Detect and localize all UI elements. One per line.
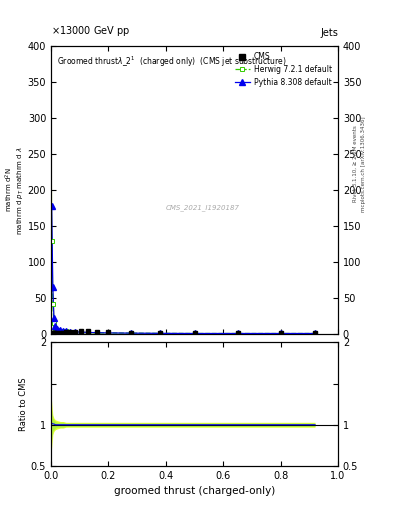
Text: $\times$13000 GeV pp: $\times$13000 GeV pp xyxy=(51,25,130,38)
Y-axis label: Ratio to CMS: Ratio to CMS xyxy=(19,377,28,431)
Text: Groomed thrust$\lambda\_2^1$  (charged only)  (CMS jet substructure): Groomed thrust$\lambda\_2^1$ (charged on… xyxy=(57,55,287,69)
Text: CMS_2021_I1920187: CMS_2021_I1920187 xyxy=(166,204,240,211)
Legend: CMS, Herwig 7.2.1 default, Pythia 8.308 default: CMS, Herwig 7.2.1 default, Pythia 8.308 … xyxy=(232,50,334,89)
Text: mcplots.cern.ch [arXiv:1306.3436]: mcplots.cern.ch [arXiv:1306.3436] xyxy=(361,116,366,211)
Text: Rivet 3.1.10, ≥ 2.2M events: Rivet 3.1.10, ≥ 2.2M events xyxy=(353,125,358,202)
Text: Jets: Jets xyxy=(320,28,338,38)
Y-axis label: mathrm d$^2$N
mathrm d $p_T$ mathrm d $\lambda$: mathrm d$^2$N mathrm d $p_T$ mathrm d $\… xyxy=(3,145,26,234)
X-axis label: groomed thrust (charged-only): groomed thrust (charged-only) xyxy=(114,486,275,496)
